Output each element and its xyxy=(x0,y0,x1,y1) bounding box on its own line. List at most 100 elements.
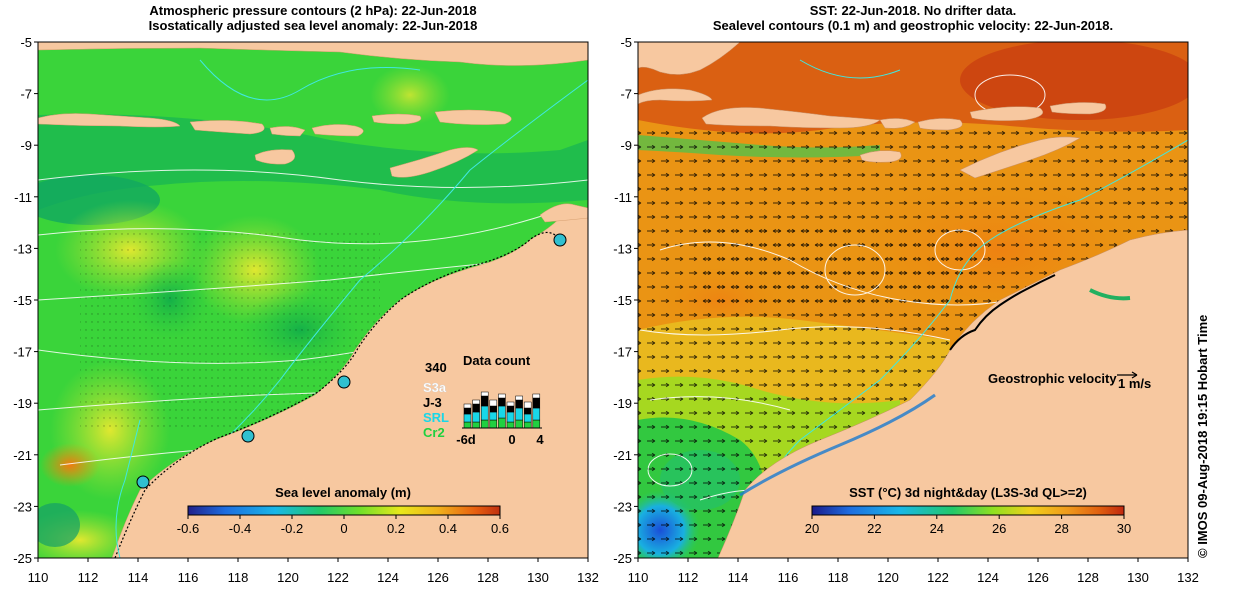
left-lat-label: -21 xyxy=(13,448,32,463)
data-count-bar-segment xyxy=(506,401,515,407)
data-count-bar-segment xyxy=(506,405,515,413)
right-lat-label: -5 xyxy=(620,35,632,50)
data-count-bar-segment xyxy=(489,419,498,429)
data-count-bar-segment xyxy=(515,407,523,421)
right-lat-label: -11 xyxy=(614,190,632,205)
data-count-bar-segment xyxy=(498,405,506,419)
left-lat-label: -23 xyxy=(13,499,32,514)
left-lon-label: 132 xyxy=(577,570,599,585)
right-axes: -5 -7 -9 -11 -13 -15 -17 -19 -21 -23 -25 110 112 114 1… xyxy=(613,35,1199,585)
right-lon-label: 122 xyxy=(927,570,949,585)
right-colorbar-tick-label: 22 xyxy=(867,521,881,536)
right-lon-label: 124 xyxy=(977,570,999,585)
data-count-bar-segment xyxy=(472,421,480,429)
velocity-legend: Geostrophic velocity 1 m/s xyxy=(988,371,1151,391)
left-lon-label: 122 xyxy=(327,570,349,585)
left-colorbar-bar xyxy=(187,505,501,516)
right-lat-label: -17 xyxy=(613,345,632,360)
data-count-x-label: 4 xyxy=(536,432,544,447)
data-count-bar-segment xyxy=(472,399,480,405)
data-count-bar-segment xyxy=(532,393,541,399)
data-count-bar-segment xyxy=(472,403,480,413)
data-count-bar-segment xyxy=(498,417,506,429)
left-colorbar-tick-label: 0 xyxy=(340,521,347,536)
right-colorbar-tick-label: 24 xyxy=(930,521,944,536)
data-count-x-labels: -6d 0 4 xyxy=(456,432,544,447)
left-title-line1: Atmospheric pressure contours (2 hPa): 2… xyxy=(149,3,477,18)
left-axes: -5 -7 -9 -11 -13 -15 -17 -19 -21 -23 -25 110 112 114 1… xyxy=(13,35,599,585)
data-count-bar-segment xyxy=(463,403,472,409)
left-lon-label: 128 xyxy=(477,570,499,585)
right-lat-label: -15 xyxy=(613,293,632,308)
left-colorbar: Sea level anomaly (m) -0.6 -0.4 -0.2 0 0.2 0.… xyxy=(177,485,509,536)
left-colorbar-ticks: -0.6 -0.4 -0.2 0 0.2 0.4 0.6 xyxy=(177,515,509,536)
right-lon-label: 114 xyxy=(728,570,749,585)
right-title-line2: Sealevel contours (0.1 m) and geostrophi… xyxy=(712,18,1114,33)
data-count-bar-segment xyxy=(532,407,541,421)
satellite-label-j-3: J-3 xyxy=(423,395,442,410)
right-lat-label: -7 xyxy=(620,87,632,102)
data-count-x-label: -6d xyxy=(456,432,476,447)
data-count-title: Data count xyxy=(463,353,531,368)
data-count-bar-segment xyxy=(480,419,489,429)
right-lon-label: 130 xyxy=(1127,570,1149,585)
right-colorbar: SST (°C) 3d night&day (L3S-3d QL>=2) 20 2… xyxy=(805,485,1131,536)
data-count-bar-segment xyxy=(532,419,541,429)
right-lon-label: 116 xyxy=(778,570,799,585)
data-count-bar-segment xyxy=(463,407,472,415)
right-colorbar-bar xyxy=(811,505,1125,516)
left-title-line2: Isostatically adjusted sea level anomaly… xyxy=(148,18,478,33)
left-lat-label: -5 xyxy=(20,35,32,50)
left-colorbar-tick-label: 0.6 xyxy=(491,521,509,536)
data-count-bar-segment xyxy=(498,393,506,399)
right-lon-label: 120 xyxy=(877,570,899,585)
left-lat-label: -7 xyxy=(20,87,32,102)
right-lat-label: -13 xyxy=(613,241,632,256)
data-count-bar-segment xyxy=(532,397,541,409)
right-lon-label: 128 xyxy=(1077,570,1099,585)
satellite-label-s3a: S3a xyxy=(423,380,447,395)
data-count-bar-segment xyxy=(515,399,523,409)
right-lat-label: -19 xyxy=(613,396,632,411)
data-count-bar-segment xyxy=(489,411,498,421)
left-colorbar-tick-label: 0.2 xyxy=(387,521,405,536)
right-map-panel xyxy=(638,42,1188,558)
right-lon-label: 132 xyxy=(1177,570,1199,585)
left-lon-label: 126 xyxy=(427,570,449,585)
data-count-bar-segment xyxy=(463,421,472,429)
left-colorbar-tick-label: 0.4 xyxy=(439,521,457,536)
right-colorbar-ticks: 20 22 24 26 28 30 xyxy=(805,515,1131,536)
left-lon-label: 130 xyxy=(527,570,549,585)
left-colorbar-tick-label: -0.6 xyxy=(177,521,199,536)
left-lon-label: 116 xyxy=(178,570,199,585)
data-count-bar-segment xyxy=(523,413,532,423)
data-count-bar-segment xyxy=(523,421,532,429)
credit-text: © IMOS 09-Aug-2018 19:15 Hobart Time xyxy=(1195,315,1210,558)
right-lat-label: -21 xyxy=(613,448,632,463)
left-map-panel xyxy=(38,42,588,558)
right-lat-label: -9 xyxy=(620,138,632,153)
right-colorbar-tick-label: 30 xyxy=(1117,521,1131,536)
left-lon-label: 110 xyxy=(28,570,49,585)
data-count-bar-segment xyxy=(523,401,532,409)
left-lon-label: 124 xyxy=(377,570,399,585)
left-lon-label: 112 xyxy=(78,570,99,585)
data-count-bar-segment xyxy=(506,421,515,429)
left-lon-label: 120 xyxy=(277,570,299,585)
satellite-label-cr2: Cr2 xyxy=(423,425,445,440)
left-lat-label: -19 xyxy=(13,396,32,411)
data-count-bar-segment xyxy=(489,405,498,413)
right-lon-label: 112 xyxy=(678,570,699,585)
left-lat-label: -15 xyxy=(13,293,32,308)
data-count-bar-segment xyxy=(480,395,489,407)
left-colorbar-tick-label: -0.4 xyxy=(229,521,251,536)
left-lat-label: -11 xyxy=(14,190,32,205)
data-count-bar-segment xyxy=(523,407,532,415)
data-count-bar-segment xyxy=(506,411,515,423)
right-colorbar-title: SST (°C) 3d night&day (L3S-3d QL>=2) xyxy=(849,485,1087,500)
velocity-scale-label: 1 m/s xyxy=(1118,376,1151,391)
data-count-x-label: 0 xyxy=(508,432,515,447)
